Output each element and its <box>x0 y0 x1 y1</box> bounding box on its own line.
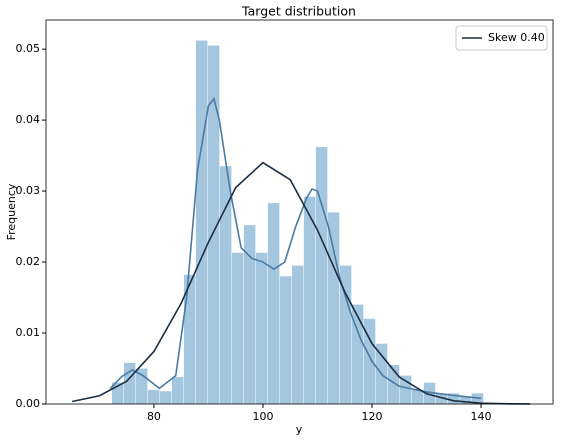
y-tick-label: 0.00 <box>16 397 41 410</box>
bar <box>183 274 196 404</box>
bar <box>243 225 256 404</box>
bar <box>207 45 220 405</box>
bar <box>411 389 424 404</box>
y-tick-label: 0.05 <box>16 42 41 55</box>
x-tick-label: 140 <box>471 410 492 423</box>
bar <box>279 276 292 404</box>
bar <box>267 203 280 404</box>
line <box>72 161 531 405</box>
bar <box>399 375 412 404</box>
bar <box>303 196 316 404</box>
legend-label: Skew 0.40 <box>488 31 545 44</box>
x-tick-label: 100 <box>252 410 273 423</box>
legend-box <box>455 25 548 51</box>
bar <box>339 265 352 404</box>
y-axis-label: Frequency <box>5 183 18 240</box>
y-tick-label: 0.04 <box>16 113 41 126</box>
bar <box>291 265 304 404</box>
axes-frame <box>45 19 554 405</box>
bar <box>231 252 244 404</box>
bar <box>435 393 448 404</box>
bar <box>111 382 124 404</box>
x-axis-label: y <box>296 423 303 436</box>
bar <box>423 382 436 404</box>
bar <box>327 212 340 404</box>
line <box>109 96 482 400</box>
bar <box>123 362 136 404</box>
x-tick-label: 120 <box>362 410 383 423</box>
bar <box>255 252 268 404</box>
bar <box>459 396 472 404</box>
y-tick-label: 0.01 <box>16 326 41 339</box>
bar <box>171 377 184 404</box>
bar <box>219 166 232 404</box>
x-tick-label: 80 <box>147 410 161 423</box>
bar <box>195 40 208 404</box>
bar <box>135 368 148 404</box>
bar <box>447 393 460 404</box>
bar <box>387 364 400 404</box>
chart-title: Target distribution <box>241 4 356 19</box>
y-tick-label: 0.03 <box>16 184 41 197</box>
bar <box>351 304 364 404</box>
bar <box>363 318 376 404</box>
bar <box>315 147 328 405</box>
bar <box>159 391 172 404</box>
y-tick-label: 0.02 <box>16 255 41 268</box>
bar <box>147 389 160 404</box>
